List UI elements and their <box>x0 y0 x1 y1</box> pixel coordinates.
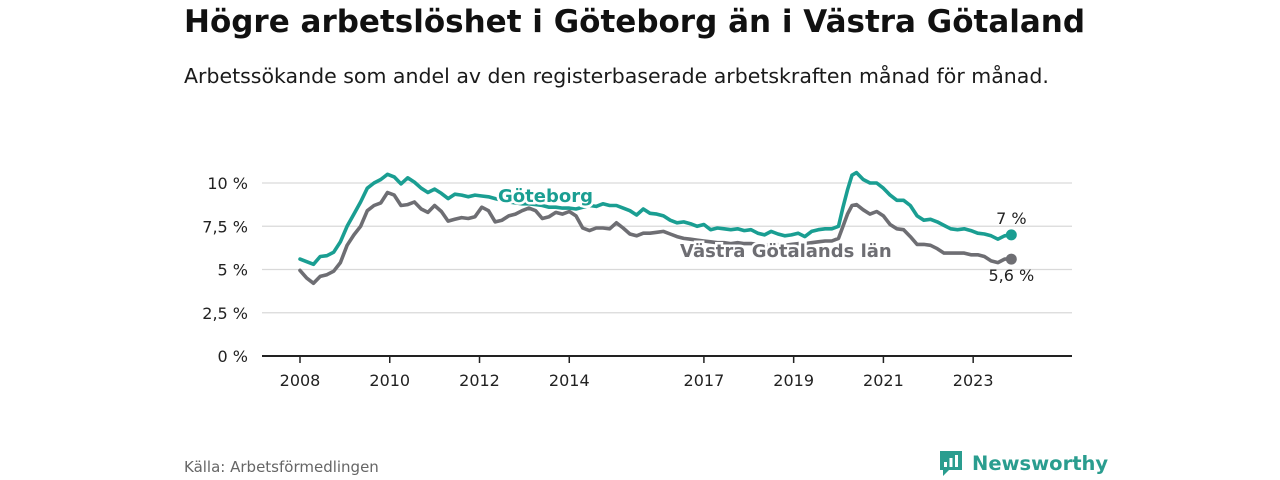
vastra-gotaland-end-value-label: 5,6 % <box>988 266 1034 285</box>
y-tick-label: 5 % <box>218 261 248 280</box>
source-note: Källa: Arbetsförmedlingen <box>184 458 379 476</box>
x-tick-label: 2012 <box>459 371 500 390</box>
x-tick-label: 2021 <box>863 371 904 390</box>
newsworthy-brand: Newsworthy <box>938 448 1108 478</box>
vastra-gotaland-line <box>298 190 1014 286</box>
goteborg-series-label: Göteborg <box>498 186 593 207</box>
line-chart: 0 % 2,5 % 5 % 7,5 % 10 % 2008 2010 2012 2014 2017… <box>202 170 1072 390</box>
x-tick-label: 2014 <box>549 371 590 390</box>
goteborg-end-value-label: 7 % <box>996 209 1026 228</box>
x-tick-label: 2017 <box>684 371 725 390</box>
chart-title: Högre arbetslöshet i Göteborg än i Västr… <box>184 4 1086 40</box>
y-tick-label: 10 % <box>207 174 248 193</box>
x-tick-label: 2008 <box>280 371 321 390</box>
chart-subtitle: Arbetssökande som andel av den registerb… <box>184 64 1049 88</box>
goteborg-line <box>298 170 1014 267</box>
y-tick-label: 2,5 % <box>202 304 248 323</box>
goteborg-end-marker <box>1005 229 1017 241</box>
newsworthy-logo-icon <box>940 451 962 476</box>
vastra-gotaland-series-label: Västra Götalands län <box>680 241 892 262</box>
brand-name: Newsworthy <box>972 451 1109 475</box>
vastra-gotaland-end-marker <box>1005 253 1017 265</box>
y-tick-label: 7,5 % <box>202 217 248 236</box>
x-tick-label: 2019 <box>773 371 814 390</box>
x-tick-label: 2023 <box>953 371 994 390</box>
y-tick-label: 0 % <box>218 347 248 366</box>
x-tick-label: 2010 <box>369 371 410 390</box>
